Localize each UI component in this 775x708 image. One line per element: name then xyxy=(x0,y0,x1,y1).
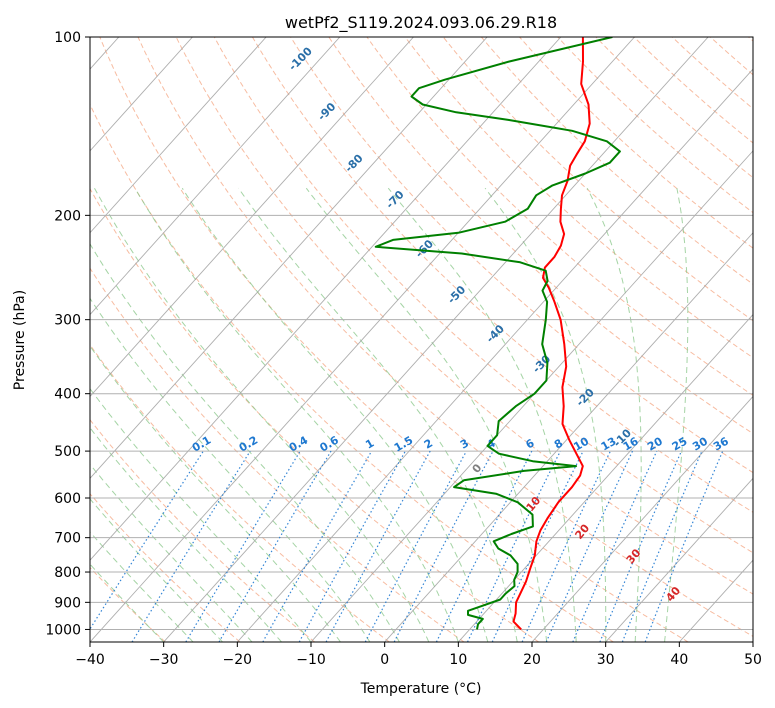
mixing-ratio-lines xyxy=(90,450,724,642)
isotherm-line xyxy=(90,37,635,642)
x-tick-label: 10 xyxy=(449,652,467,668)
isotherm-line xyxy=(90,37,414,398)
moist-adiabat-line xyxy=(387,187,577,642)
x-tick-label: 30 xyxy=(597,652,615,668)
dry-adiabat-line xyxy=(251,37,753,513)
dry-adiabat-line xyxy=(90,103,614,642)
moist-adiabat-line xyxy=(90,463,253,642)
moist-adiabat-line xyxy=(90,387,312,642)
x-tick-label: −30 xyxy=(149,652,179,668)
moist-adiabat-line xyxy=(586,187,642,642)
mixing-ratio-line xyxy=(131,450,251,642)
isotherm-line xyxy=(310,150,753,642)
mixing-ratio-line xyxy=(644,450,724,642)
x-tick-label: −40 xyxy=(75,652,105,668)
isotherm-line xyxy=(531,395,753,642)
dry-adiabat-line xyxy=(213,37,753,554)
x-tick-label: 40 xyxy=(670,652,688,668)
moist-adiabats xyxy=(90,187,689,642)
isotherm-line xyxy=(90,37,341,316)
x-tick-label: 0 xyxy=(380,652,389,668)
x-axis-label: Temperature (°C) xyxy=(360,681,482,697)
moist-adiabat-line xyxy=(90,297,371,642)
dry-adiabat-line xyxy=(442,37,753,322)
dry-adiabat-line xyxy=(90,267,465,642)
moist-adiabat-line xyxy=(90,242,400,642)
x-tick-label: −10 xyxy=(296,652,326,668)
isotherm-line xyxy=(90,37,267,234)
dry-adiabat-line xyxy=(175,37,753,595)
moist-adiabat-line xyxy=(90,345,341,642)
y-tick-label: 500 xyxy=(54,444,81,460)
isotherm-line xyxy=(90,37,193,152)
moist-adiabat-line xyxy=(90,531,194,642)
moist-adiabat-line xyxy=(484,187,607,642)
y-axis-label: Pressure (hPa) xyxy=(12,290,28,390)
mixing-ratio-line xyxy=(572,450,658,642)
moist-adiabat-line xyxy=(134,187,459,642)
dry-adiabat-line xyxy=(90,418,315,642)
y-tick-label: 600 xyxy=(54,491,81,507)
dry-adiabat-line xyxy=(481,37,753,285)
isotherm-line xyxy=(384,232,753,642)
mixing-ratio-line xyxy=(621,450,703,642)
moist-adiabat-line xyxy=(90,427,282,642)
mixing-ratio-line xyxy=(545,450,634,642)
y-tick-label: 1000 xyxy=(45,622,81,638)
temperature-line xyxy=(512,37,591,631)
isotherm-line xyxy=(605,477,753,642)
dry-adiabat-line xyxy=(90,344,390,642)
dry-adiabat-line xyxy=(328,37,753,435)
y-tick-label: 200 xyxy=(54,208,81,224)
chart-title: wetPf2_S119.2024.093.06.29.R18 xyxy=(285,13,557,33)
dry-adiabat-line xyxy=(90,566,166,642)
moist-adiabat-line xyxy=(181,187,489,642)
y-tick-label: 800 xyxy=(54,565,81,581)
sounding-series xyxy=(374,37,621,631)
moist-adiabat-line xyxy=(238,187,518,642)
mixing-ratio-line xyxy=(90,450,204,631)
y-tick-label: 100 xyxy=(54,30,81,46)
isotherm-line xyxy=(236,68,753,642)
isotherms xyxy=(90,37,753,642)
x-tick-label: 20 xyxy=(523,652,541,668)
dry-adiabat-line xyxy=(90,187,540,642)
moist-adiabat-line xyxy=(94,187,430,642)
y-axis: 100 200 300 400 500 600 700 800 900 1000 xyxy=(45,30,90,638)
dry-adiabat-line xyxy=(99,37,689,642)
mixing-ratio-line xyxy=(325,450,431,642)
x-axis: −40 −30 −20 −10 0 10 20 30 40 50 xyxy=(75,642,762,668)
x-tick-label: −20 xyxy=(223,652,253,668)
y-tick-label: 300 xyxy=(54,313,81,329)
mixing-ratio-line xyxy=(599,450,682,642)
y-tick-label: 900 xyxy=(54,595,81,611)
x-tick-label: 50 xyxy=(744,652,762,668)
y-tick-label: 700 xyxy=(54,531,81,547)
moist-adiabat-line xyxy=(90,563,165,642)
moist-adiabat-line xyxy=(90,498,223,642)
isotherm-line xyxy=(457,313,753,642)
plot-area: 0.1 0.2 0.4 0.6 1 1.5 2 3 4 6 8 10 13 16 20 25 30 36-100-… xyxy=(90,37,753,642)
isotherm-line xyxy=(90,37,562,561)
isotherm-line xyxy=(163,37,709,642)
isobars xyxy=(90,37,753,630)
mixing-ratio-line xyxy=(364,450,467,642)
mixing-ratio-line xyxy=(435,450,533,642)
plot-frame xyxy=(89,36,754,643)
dewpoint-line xyxy=(374,37,621,630)
y-tick-label: 400 xyxy=(54,387,81,403)
moist-adiabat-line xyxy=(664,188,689,642)
dry-adiabat-line xyxy=(366,37,753,396)
isotherm-line xyxy=(90,37,488,479)
mixing-ratio-line xyxy=(298,450,406,642)
